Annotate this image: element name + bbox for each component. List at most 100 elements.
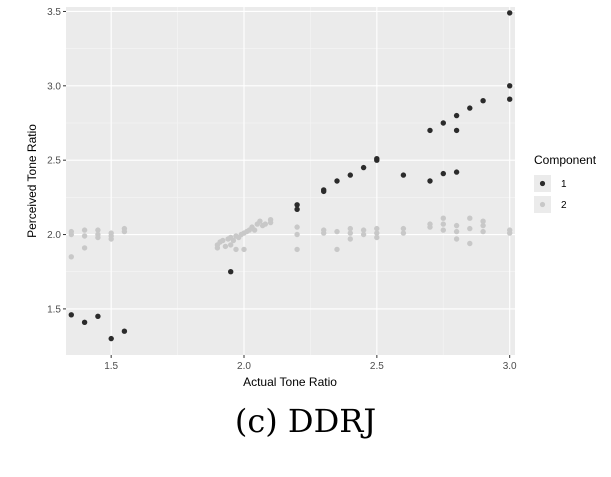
data-point-component-1 bbox=[440, 120, 446, 126]
data-point-component-2 bbox=[68, 231, 75, 238]
x-axis-title: Actual Tone Ratio bbox=[243, 375, 337, 389]
data-point-component-2 bbox=[294, 224, 300, 230]
y-tick-label: 3.0 bbox=[47, 81, 61, 92]
data-point-component-1 bbox=[121, 328, 128, 334]
data-point-component-2 bbox=[81, 233, 88, 239]
data-point-component-1 bbox=[453, 127, 460, 134]
data-point-component-1 bbox=[480, 98, 486, 104]
x-tick-label: 2.0 bbox=[237, 361, 251, 372]
legend-title: Component bbox=[534, 153, 597, 167]
legend: Component 1 2 bbox=[534, 153, 597, 213]
x-axis-ticks: 1.5 2.0 2.5 3.0 bbox=[104, 355, 517, 372]
data-point-component-2 bbox=[440, 221, 446, 227]
data-point-component-1 bbox=[507, 83, 513, 89]
data-point-component-1 bbox=[81, 319, 88, 325]
data-point-component-1 bbox=[294, 206, 300, 212]
data-point-component-2 bbox=[467, 240, 473, 247]
data-point-component-1 bbox=[374, 157, 380, 163]
data-point-component-1 bbox=[360, 164, 367, 171]
legend-label-1: 1 bbox=[561, 179, 567, 190]
data-point-component-1 bbox=[440, 170, 446, 177]
legend-label-2: 2 bbox=[561, 200, 567, 211]
data-point-component-1 bbox=[507, 10, 513, 16]
data-point-component-2 bbox=[480, 218, 486, 224]
data-point-component-1 bbox=[347, 172, 353, 178]
x-tick-label: 1.5 bbox=[104, 361, 118, 372]
data-point-component-1 bbox=[228, 269, 234, 275]
data-point-component-2 bbox=[334, 228, 340, 235]
data-point-component-1 bbox=[427, 178, 433, 184]
data-point-component-2 bbox=[360, 231, 367, 238]
y-tick-label: 1.5 bbox=[47, 304, 61, 315]
data-point-component-2 bbox=[294, 246, 300, 253]
data-point-component-2 bbox=[233, 246, 239, 253]
data-point-component-2 bbox=[81, 245, 88, 251]
data-point-component-2 bbox=[321, 230, 327, 236]
data-point-component-2 bbox=[334, 246, 340, 253]
data-point-component-1 bbox=[321, 188, 327, 195]
data-point-component-2 bbox=[230, 237, 237, 244]
data-point-component-2 bbox=[467, 225, 473, 232]
data-point-component-2 bbox=[467, 215, 473, 221]
x-tick-label: 3.0 bbox=[503, 361, 517, 372]
data-point-component-2 bbox=[81, 227, 88, 233]
data-point-component-2 bbox=[480, 222, 486, 229]
data-point-component-2 bbox=[347, 236, 353, 242]
data-point-component-2 bbox=[95, 234, 101, 241]
data-point-component-2 bbox=[228, 242, 234, 248]
y-tick-label: 3.5 bbox=[47, 7, 61, 18]
data-point-component-2 bbox=[507, 230, 513, 236]
data-point-component-2 bbox=[267, 219, 274, 226]
data-point-component-2 bbox=[294, 231, 300, 238]
legend-marker-2 bbox=[539, 201, 546, 208]
data-point-component-1 bbox=[453, 169, 460, 175]
data-point-component-2 bbox=[222, 243, 229, 250]
y-tick-label: 2.5 bbox=[47, 156, 61, 167]
data-point-component-2 bbox=[257, 218, 263, 224]
data-point-component-1 bbox=[334, 178, 340, 184]
data-point-component-2 bbox=[427, 224, 433, 230]
figure-caption: (c) DDRJ bbox=[234, 402, 377, 440]
data-point-component-2 bbox=[121, 228, 128, 235]
data-point-component-2 bbox=[95, 227, 101, 233]
data-point-component-1 bbox=[400, 172, 407, 178]
data-point-component-2 bbox=[374, 234, 380, 241]
data-point-component-2 bbox=[241, 246, 247, 253]
data-point-component-1 bbox=[68, 312, 75, 318]
minor-grid bbox=[66, 7, 515, 355]
y-axis-title: Perceived Tone Ratio bbox=[25, 124, 39, 238]
data-point-component-2 bbox=[374, 225, 380, 232]
plot-panel bbox=[66, 7, 515, 355]
data-point-component-1 bbox=[95, 313, 101, 319]
y-tick-label: 2.0 bbox=[47, 230, 61, 241]
data-point-component-2 bbox=[360, 227, 367, 233]
data-point-component-2 bbox=[347, 225, 353, 232]
legend-marker-1 bbox=[539, 180, 546, 187]
data-points bbox=[68, 10, 513, 342]
data-point-component-2 bbox=[251, 227, 258, 233]
data-point-component-2 bbox=[262, 221, 268, 227]
data-point-component-2 bbox=[453, 236, 460, 242]
data-point-component-2 bbox=[400, 225, 407, 232]
data-point-component-2 bbox=[374, 230, 380, 236]
data-point-component-2 bbox=[68, 254, 75, 260]
major-grid bbox=[66, 7, 515, 355]
data-point-component-2 bbox=[440, 227, 446, 233]
data-point-component-2 bbox=[400, 230, 407, 236]
data-point-component-1 bbox=[453, 112, 460, 119]
data-point-component-1 bbox=[507, 96, 513, 102]
data-point-component-2 bbox=[220, 237, 226, 244]
y-axis-ticks: 1.5 2.0 2.5 3.0 3.5 bbox=[47, 7, 66, 315]
data-point-component-2 bbox=[453, 222, 460, 229]
data-point-component-1 bbox=[108, 335, 114, 342]
data-point-component-2 bbox=[347, 230, 353, 236]
data-point-component-2 bbox=[108, 236, 114, 242]
data-point-component-2 bbox=[453, 228, 460, 235]
x-tick-label: 2.5 bbox=[370, 361, 384, 372]
data-point-component-2 bbox=[440, 215, 446, 221]
data-point-component-1 bbox=[294, 202, 300, 208]
data-point-component-1 bbox=[467, 105, 473, 111]
data-point-component-2 bbox=[480, 228, 486, 235]
data-point-component-1 bbox=[427, 127, 433, 134]
